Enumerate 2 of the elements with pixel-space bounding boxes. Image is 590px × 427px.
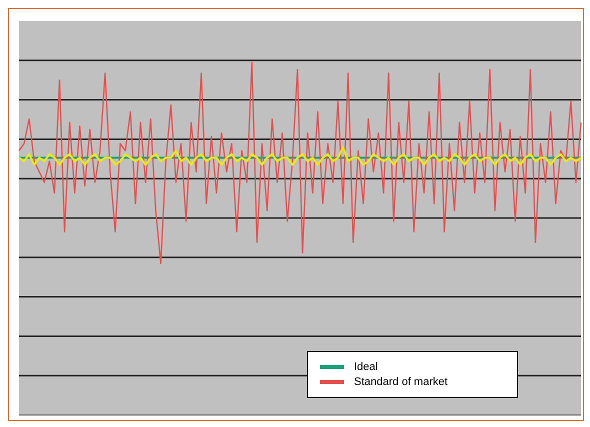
legend-label: Standard of market (354, 376, 448, 388)
legend-label: Ideal (354, 361, 378, 373)
